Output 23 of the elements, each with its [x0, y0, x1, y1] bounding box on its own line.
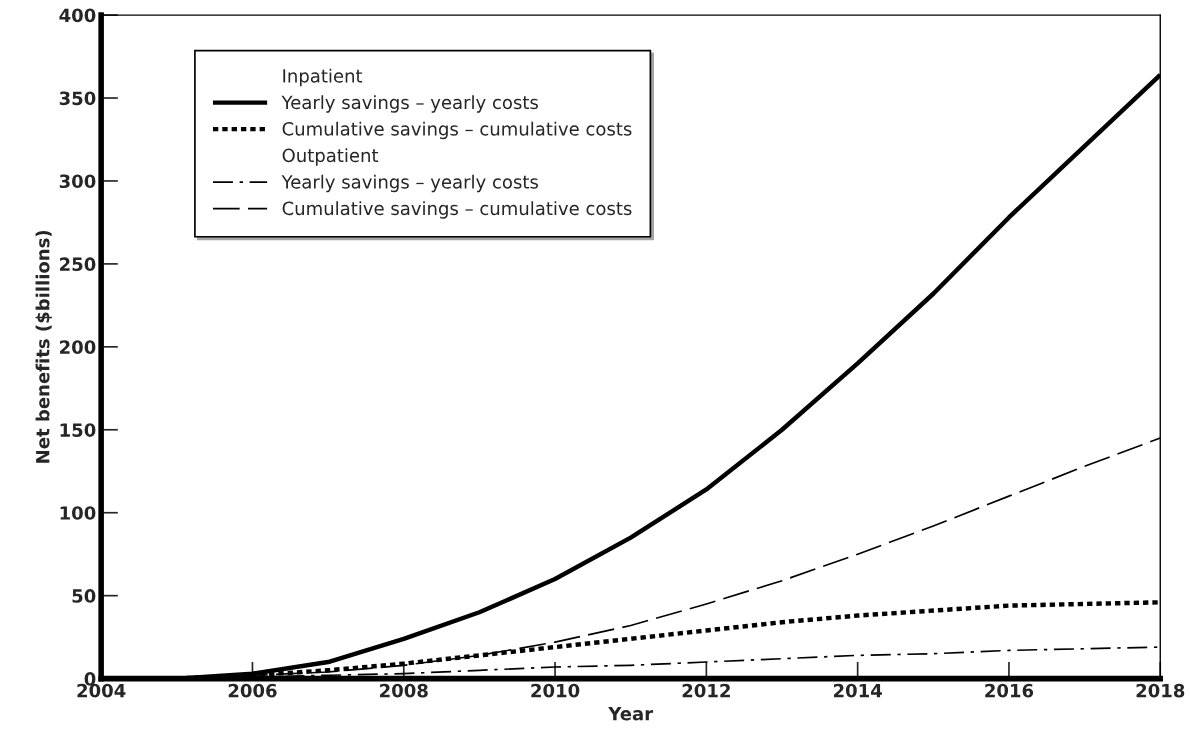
legend-label: Cumulative savings – cumulative costs	[282, 201, 632, 219]
x-tick-label: 2018	[1136, 683, 1185, 698]
y-tick-label: 100	[60, 506, 96, 520]
legend-label: Yearly savings – yearly costs	[281, 174, 538, 193]
x-tick-label: 2010	[531, 683, 580, 698]
x-tick-label: 2016	[985, 683, 1034, 698]
y-axis-title: Net benefits ($billions)	[35, 230, 52, 463]
annotation: Outpatient	[282, 148, 379, 166]
y-tick-label: 250	[60, 257, 96, 272]
annotation: Inpatient	[283, 68, 363, 87]
x-axis-title: Year	[608, 707, 654, 721]
y-tick-label: 400	[59, 8, 96, 23]
y-tick-label: 50	[72, 589, 96, 603]
y-tick-label: 350	[59, 91, 96, 106]
y-tick-label: 300	[59, 174, 96, 189]
x-tick-label: 2008	[380, 683, 428, 698]
x-tick-label: 2012	[682, 683, 730, 698]
y-tick-label: 150	[60, 423, 96, 437]
legend-label: Yearly savings – yearly costs	[281, 95, 538, 113]
x-tick-label: 2006	[228, 683, 277, 698]
y-tick-label: 200	[60, 340, 96, 354]
legend-label: Cumulative savings – cumulative costs	[282, 121, 632, 140]
x-tick-label: 2014	[833, 683, 882, 698]
